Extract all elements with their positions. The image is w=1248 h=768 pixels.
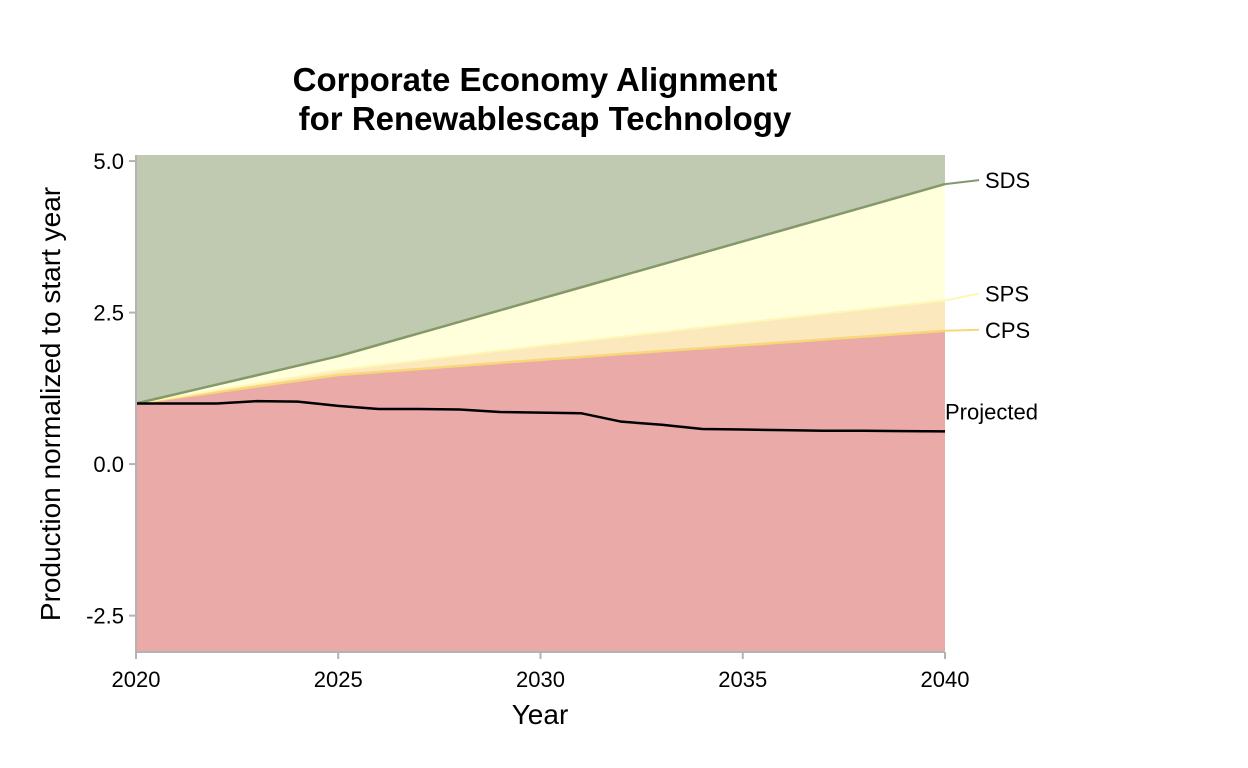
band-sds-sps xyxy=(136,184,945,404)
y-tick-label: 0.0 xyxy=(93,452,124,477)
x-tick-label: 2025 xyxy=(314,667,363,692)
axes: 5.0 2.5 0.0 -2.5 2020 2025 2030 2035 2040 xyxy=(86,149,969,692)
plot-area xyxy=(135,155,946,652)
sds-label: SDS xyxy=(985,168,1030,193)
projected-line xyxy=(136,399,946,433)
chart-subtitle: for Renewablescap Technology xyxy=(299,100,792,137)
sps-leader xyxy=(944,292,980,302)
chart-title: Corporate Economy Alignment xyxy=(293,61,778,98)
y-tick-label: 2.5 xyxy=(93,301,124,326)
y-tick-label: -2.5 xyxy=(86,604,124,629)
band-above-sds xyxy=(136,155,945,404)
x-tick-label: 2020 xyxy=(112,667,161,692)
band-sps-cps xyxy=(136,300,945,404)
sds-line xyxy=(135,182,946,405)
cps-leader xyxy=(944,328,980,332)
series-labels: SDS SPS CPS Projected xyxy=(944,168,1038,424)
projected-label: Projected xyxy=(945,399,1038,424)
sps-line xyxy=(135,299,946,405)
x-tick-label: 2040 xyxy=(921,667,970,692)
x-tick-label: 2030 xyxy=(516,667,565,692)
x-tick-label: 2035 xyxy=(718,667,767,692)
cps-line xyxy=(135,329,946,405)
sds-leader xyxy=(944,179,980,186)
y-tick-label: 5.0 xyxy=(93,149,124,174)
sps-label: SPS xyxy=(985,281,1029,306)
y-axis-title: Production normalized to start year xyxy=(35,187,66,621)
cps-label: CPS xyxy=(985,318,1030,343)
band-below-cps xyxy=(136,330,945,652)
x-axis-title: Year xyxy=(512,699,569,730)
